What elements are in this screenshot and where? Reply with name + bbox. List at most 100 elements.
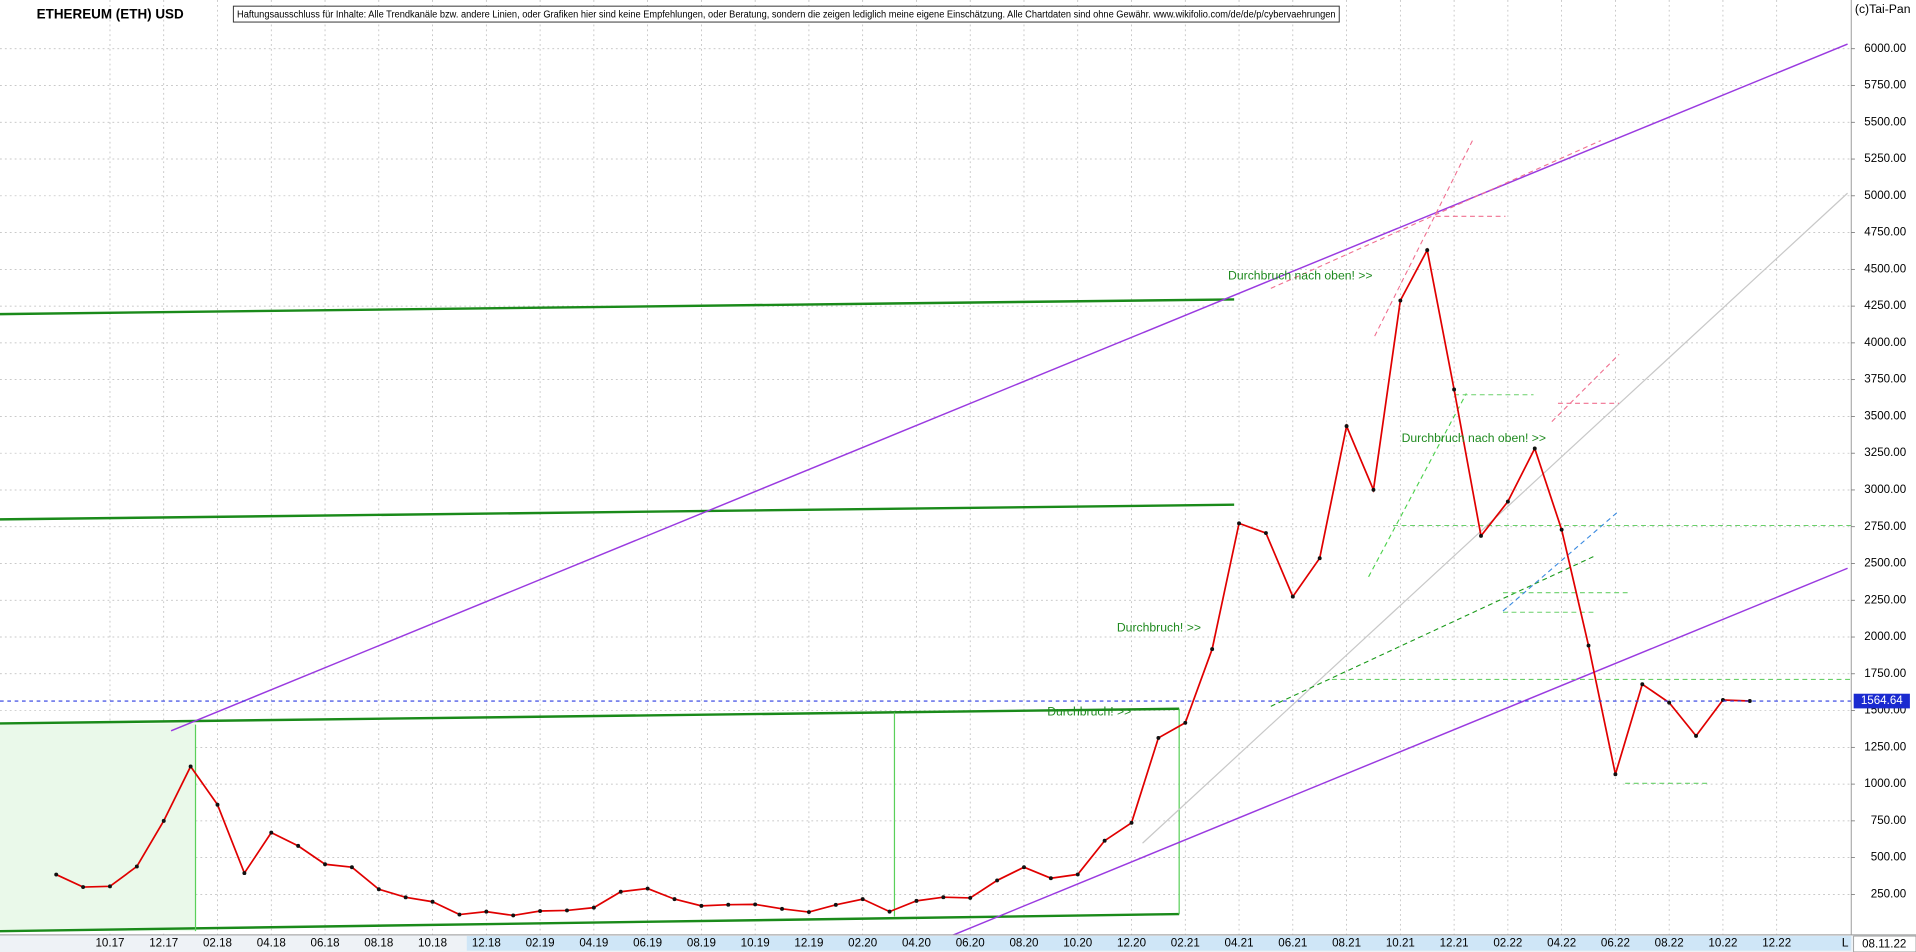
y-tick-label: 2000.00	[1864, 630, 1906, 643]
y-tick-label: 3500.00	[1864, 409, 1906, 422]
x-tick-label: 12.19	[794, 936, 823, 949]
price-point	[161, 818, 166, 823]
disclaimer: Haftungsausschluss für Inhalte: Alle Tre…	[237, 9, 1336, 20]
annotation: Durchbruch nach oben! >>	[1228, 268, 1373, 282]
x-tick-label: 04.19	[579, 936, 608, 949]
x-tick-label: 10.18	[418, 936, 447, 949]
price-point	[914, 898, 919, 903]
y-tick-label: 4250.00	[1864, 299, 1906, 312]
price-point	[484, 909, 489, 914]
price-point	[538, 909, 543, 913]
price-point	[1048, 876, 1053, 881]
x-tick-label: 12.17	[149, 936, 178, 949]
price-point	[780, 906, 784, 911]
last-price-label: 1564.64	[1861, 694, 1903, 707]
chart-title: ETHEREUM (ETH) USD	[37, 6, 184, 21]
price-point	[376, 887, 381, 892]
grid	[0, 0, 1852, 935]
dashed-line	[1368, 393, 1467, 578]
x-tick-label: 04.21	[1225, 936, 1254, 949]
price-point	[753, 902, 758, 907]
y-tick-label: 4500.00	[1864, 262, 1906, 275]
disclaimer-box	[232, 5, 1340, 23]
price-point	[1505, 499, 1510, 504]
x-tick-label: 04.22	[1547, 936, 1576, 949]
x-tick-label: 02.19	[526, 936, 555, 949]
channel-line	[950, 567, 1848, 937]
x-tick-label: 06.21	[1278, 936, 1307, 949]
x-tick-label: 12.22	[1762, 936, 1791, 949]
last-date: 08.11.22	[1862, 938, 1906, 951]
y-tick-label: 5750.00	[1864, 79, 1906, 92]
price-point	[833, 902, 838, 907]
price-point	[941, 895, 946, 900]
y-tick-label: 5000.00	[1864, 189, 1906, 202]
x-tick-label: 10.20	[1063, 936, 1092, 949]
x-tick-label: 12.18	[472, 936, 501, 949]
x-axis-selection	[466, 936, 1852, 951]
y-tick-label: 3250.00	[1864, 446, 1906, 459]
price-point	[1344, 424, 1349, 429]
trend-line	[0, 912, 1180, 933]
annotation: Durchbruch! >>	[1047, 705, 1131, 719]
price-point	[618, 889, 623, 894]
price-point	[1425, 248, 1430, 253]
x-tick-label: 08.18	[364, 936, 393, 949]
price-point	[1129, 820, 1134, 825]
price-point	[511, 913, 516, 918]
price-point	[726, 902, 731, 907]
price-point	[1290, 594, 1295, 599]
x-tick-label: 10.17	[95, 936, 124, 949]
price-point	[1398, 298, 1403, 303]
price-point	[591, 905, 596, 910]
price-point	[215, 802, 220, 807]
y-tick-label: 250.00	[1871, 887, 1906, 900]
price-point	[1479, 533, 1483, 538]
plot	[0, 247, 1852, 918]
trend-line	[0, 503, 1235, 521]
y-tick-label: 4750.00	[1864, 226, 1906, 239]
y-tick-label: 750.00	[1871, 814, 1906, 827]
price-point	[1532, 446, 1537, 451]
x-tick-label: 08.19	[687, 936, 716, 949]
price-point	[1263, 531, 1268, 536]
scale-mode: L	[1842, 936, 1849, 950]
x-tick-label: 12.20	[1117, 936, 1146, 949]
x-tick-label: 10.19	[741, 936, 770, 949]
price-point	[1075, 872, 1080, 877]
price-point	[1102, 838, 1107, 843]
price-point	[134, 864, 139, 869]
price-line	[55, 247, 1750, 917]
price-point	[1237, 521, 1242, 526]
x-tick-label: 12.21	[1440, 936, 1469, 949]
price-point	[1586, 643, 1591, 648]
y-tick-label: 3000.00	[1864, 483, 1906, 496]
price-point	[1371, 487, 1376, 492]
copyright: (c)Tai-Pan	[1855, 2, 1911, 16]
shaded-zone	[0, 723, 196, 932]
y-tick-label: 1250.00	[1864, 740, 1906, 753]
x-tick-label: 06.22	[1601, 936, 1630, 949]
annotation: Durchbruch nach oben! >>	[1402, 431, 1547, 445]
price-point	[349, 865, 354, 870]
price-point	[1156, 735, 1161, 740]
x-tick-label: 02.18	[203, 936, 232, 949]
price-point	[887, 909, 892, 914]
price-point	[430, 899, 435, 904]
x-tick-label: 06.18	[311, 936, 340, 949]
price-point	[645, 886, 650, 891]
price-point	[188, 764, 193, 769]
labels: 250.00500.00750.001000.001250.001500.001…	[95, 42, 1910, 949]
price-point	[1210, 647, 1215, 652]
x-tick-label: 06.20	[956, 936, 985, 949]
y-tick-label: 3750.00	[1864, 373, 1906, 386]
price-point	[806, 910, 811, 915]
y-tick-label: 6000.00	[1864, 42, 1906, 55]
price-point	[1452, 387, 1457, 392]
dashed-line	[1374, 140, 1473, 337]
price-point	[108, 884, 112, 889]
y-tick-label: 2250.00	[1864, 593, 1906, 606]
